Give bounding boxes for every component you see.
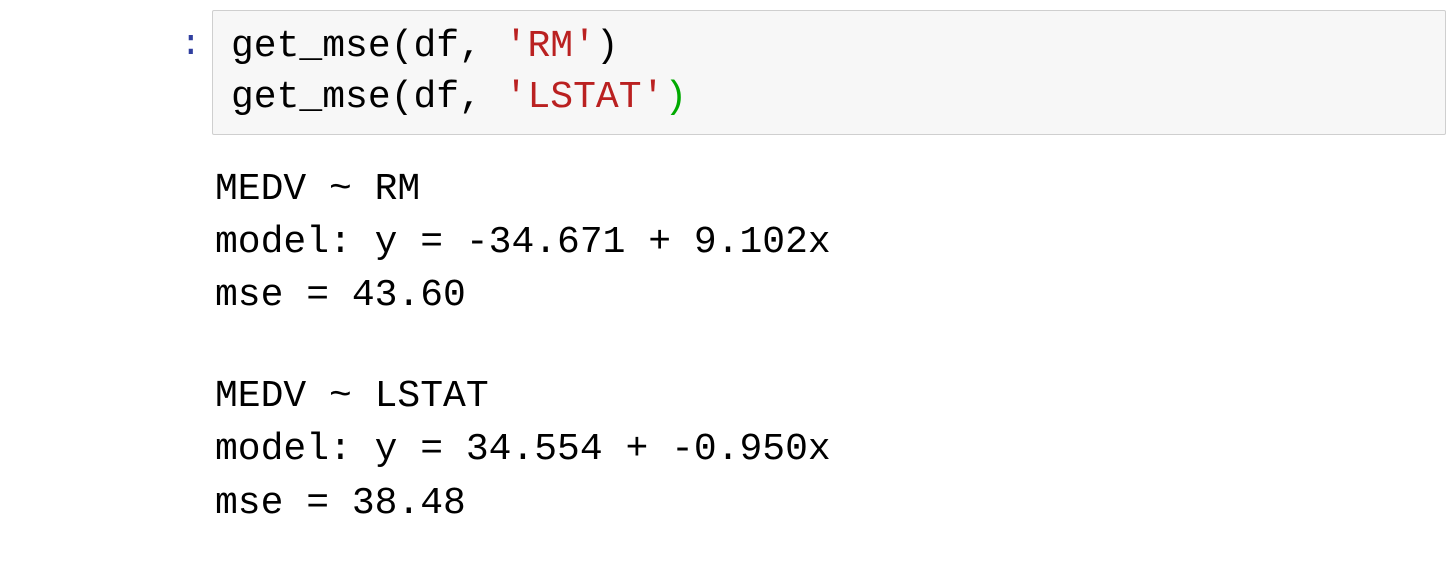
- output-line: MEDV ~ LSTAT: [215, 370, 1446, 423]
- token-close-paren: ): [664, 76, 687, 119]
- code-line-2: get_mse(df, 'LSTAT'): [231, 72, 1427, 123]
- output-line: mse = 38.48: [215, 477, 1446, 530]
- token-func-name: get_mse: [231, 76, 391, 119]
- input-prompt-marker: :: [180, 24, 200, 65]
- output-line: model: y = 34.554 + -0.950x: [215, 423, 1446, 476]
- code-input-area[interactable]: get_mse(df, 'RM') get_mse(df, 'LSTAT'): [212, 10, 1446, 135]
- code-line-1: get_mse(df, 'RM'): [231, 21, 1427, 72]
- token-close-paren: ): [596, 25, 619, 68]
- output-line: model: y = -34.671 + 9.102x: [215, 216, 1446, 269]
- output-line: MEDV ~ RM: [215, 163, 1446, 216]
- token-args: (df,: [391, 25, 505, 68]
- code-cell-row: : get_mse(df, 'RM') get_mse(df, 'LSTAT'): [180, 10, 1446, 135]
- output-area: MEDV ~ RM model: y = -34.671 + 9.102x ms…: [215, 163, 1446, 530]
- token-string-literal: 'LSTAT': [505, 76, 665, 119]
- output-line: mse = 43.60: [215, 269, 1446, 322]
- token-func-name: get_mse: [231, 25, 391, 68]
- output-blank-line: [215, 322, 1446, 370]
- token-string-literal: 'RM': [505, 25, 596, 68]
- token-args: (df,: [391, 76, 505, 119]
